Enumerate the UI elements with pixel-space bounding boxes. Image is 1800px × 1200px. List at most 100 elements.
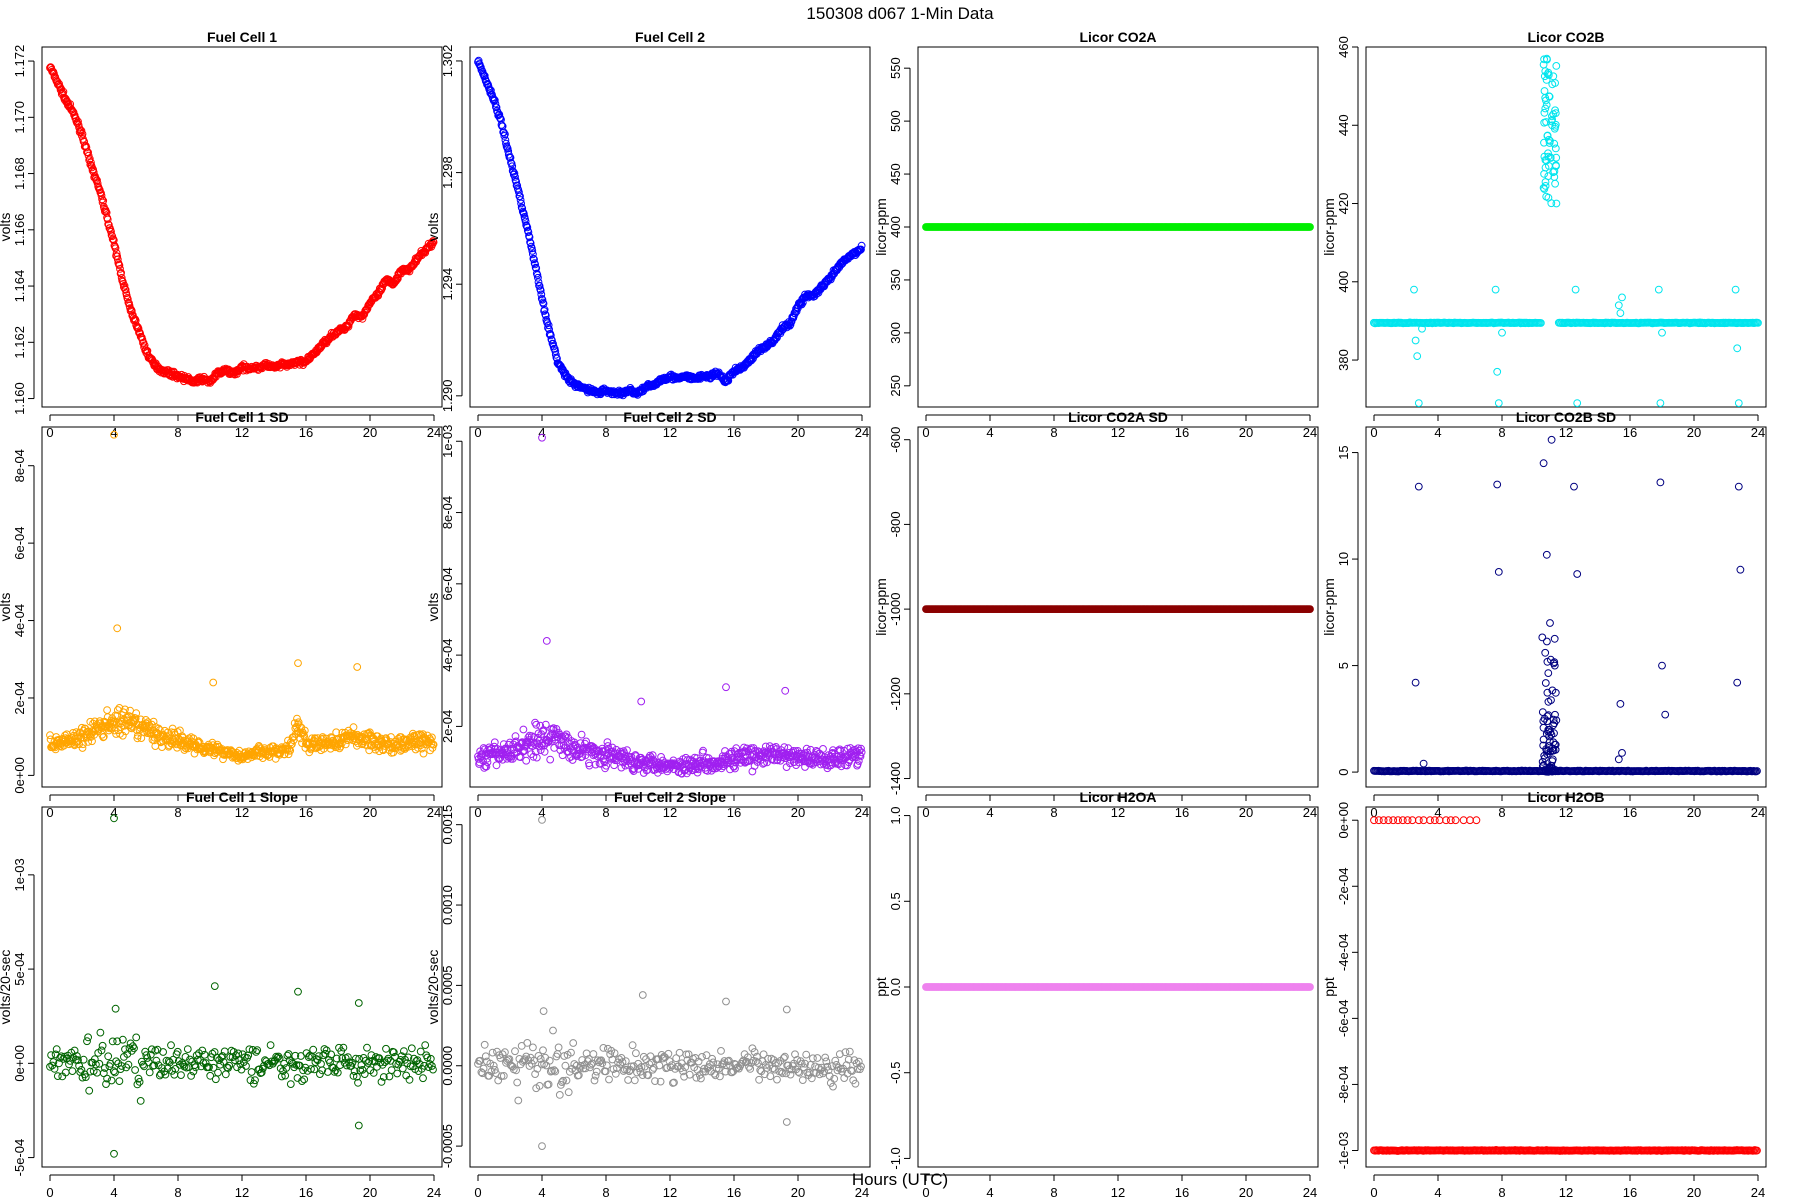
data-point — [1614, 755, 1623, 764]
data-point — [511, 173, 519, 181]
series-points — [46, 430, 438, 765]
data-point — [144, 718, 152, 726]
data-point — [173, 1047, 182, 1056]
data-point — [131, 714, 140, 723]
data-point — [145, 1068, 154, 1077]
data-point — [284, 1050, 293, 1058]
x-tick-label: 0 — [46, 805, 53, 820]
data-point — [111, 1004, 120, 1013]
data-point — [1498, 328, 1506, 337]
x-tick-label: 24 — [855, 425, 869, 440]
data-point — [492, 103, 501, 112]
data-point — [1551, 122, 1560, 131]
y-tick-label: 0.0010 — [440, 885, 455, 925]
data-point — [1541, 163, 1550, 172]
x-tick-label: 8 — [1498, 425, 1505, 440]
data-point — [605, 1075, 613, 1084]
data-point — [57, 85, 66, 93]
data-point — [1546, 153, 1555, 162]
data-point — [353, 663, 362, 671]
y-tick-label: 1.164 — [12, 270, 27, 303]
y-axis-title: licor-ppm — [1321, 578, 1337, 636]
data-point — [552, 353, 561, 362]
data-point — [503, 144, 512, 153]
y-tick-label: 1e-03 — [12, 858, 27, 891]
data-point — [1410, 285, 1418, 294]
data-point — [1734, 482, 1743, 491]
x-tick-label: 20 — [1239, 425, 1253, 440]
x-tick-label: 16 — [727, 425, 741, 440]
data-point — [1543, 132, 1552, 140]
panel-title: Fuel Cell 1 Slope — [186, 789, 298, 805]
y-tick-label: 0.0005 — [440, 966, 455, 1006]
y-tick-label: -600 — [888, 427, 903, 453]
x-tick-label: 24 — [1303, 425, 1317, 440]
panel-title: Fuel Cell 2 — [635, 29, 705, 45]
data-point — [1618, 293, 1626, 302]
y-tick-label: 400 — [888, 216, 903, 238]
data-point — [546, 331, 555, 340]
data-point — [1616, 309, 1625, 318]
data-point — [514, 1096, 523, 1105]
data-point — [286, 1080, 295, 1088]
x-tick-label: 8 — [174, 805, 181, 820]
y-tick-label: 300 — [888, 322, 903, 344]
data-point — [1551, 79, 1559, 87]
series-points — [474, 433, 866, 778]
data-point — [378, 284, 387, 293]
data-point — [300, 732, 309, 740]
data-point — [98, 1041, 107, 1050]
data-point — [337, 739, 346, 747]
data-point — [1413, 352, 1422, 361]
data-point — [495, 113, 504, 122]
data-point — [1550, 167, 1559, 176]
data-point — [508, 162, 517, 171]
data-point — [74, 117, 82, 126]
data-point — [1414, 399, 1423, 408]
data-point — [857, 245, 865, 254]
x-tick-label: 16 — [1623, 425, 1637, 440]
x-tick-label: 12 — [235, 805, 249, 820]
data-point — [519, 725, 528, 734]
data-point — [523, 223, 532, 232]
data-point — [1414, 482, 1423, 491]
plot-frame — [41, 46, 443, 408]
data-point — [117, 269, 125, 277]
data-point — [1656, 478, 1665, 487]
data-point — [82, 143, 91, 152]
data-point — [1550, 634, 1559, 643]
data-point — [116, 265, 124, 273]
data-point — [589, 1050, 598, 1058]
data-point — [313, 734, 322, 742]
data-point — [121, 285, 130, 294]
data-point — [1570, 482, 1578, 491]
series-points — [46, 63, 438, 387]
data-point — [501, 130, 509, 139]
data-point — [592, 1067, 601, 1076]
data-point — [429, 238, 438, 247]
x-tick-label: 4 — [538, 425, 545, 440]
data-point — [1543, 637, 1551, 646]
series-points — [474, 816, 865, 1150]
data-point — [141, 716, 150, 724]
data-point — [407, 1044, 416, 1053]
y-tick-label: 1.162 — [12, 326, 27, 359]
data-point — [131, 1066, 140, 1074]
data-point — [555, 1091, 564, 1099]
data-point — [539, 1046, 547, 1055]
data-point — [421, 1041, 430, 1049]
data-point — [167, 1041, 175, 1050]
data-point — [569, 1039, 578, 1047]
data-point — [393, 1069, 402, 1078]
data-point — [1306, 223, 1314, 231]
data-point — [1661, 710, 1670, 719]
data-point — [214, 1068, 222, 1077]
data-point — [294, 987, 302, 996]
data-point — [1542, 76, 1551, 84]
figure-title: 150308 d067 1-Min Data — [806, 4, 994, 23]
data-point — [96, 1028, 105, 1037]
data-point — [1573, 399, 1582, 408]
